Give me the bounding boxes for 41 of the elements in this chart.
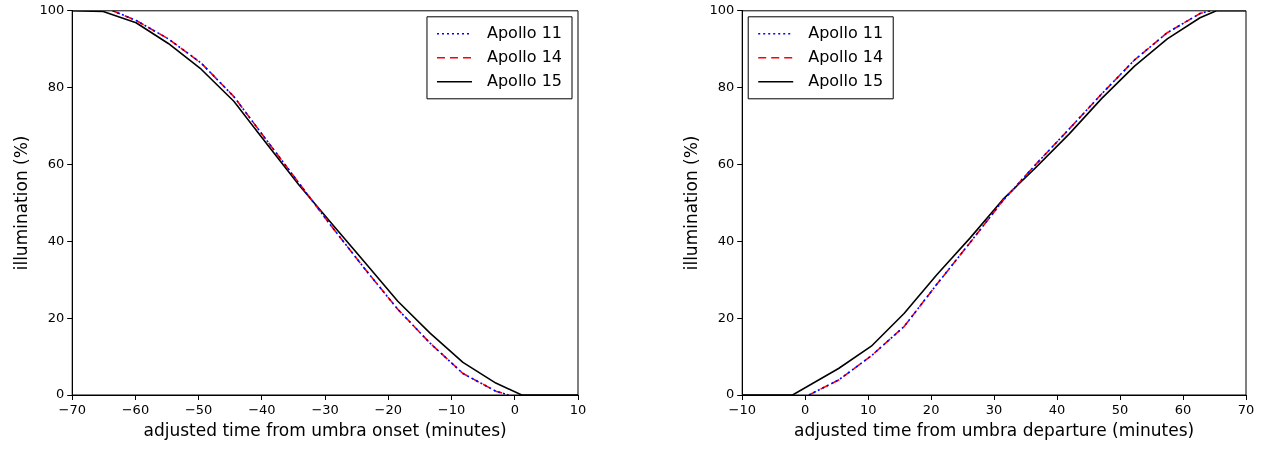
y-tick-label: 40 — [47, 232, 65, 248]
x-tick-label: 40 — [1048, 402, 1066, 418]
x-tick-label: 50 — [1111, 402, 1129, 418]
x-tick-label: 70 — [1237, 402, 1255, 418]
x-tick-label: −50 — [184, 402, 213, 418]
legend-label: Apollo 15 — [486, 70, 562, 90]
x-tick-label: −20 — [374, 402, 403, 418]
y-tick-label: 80 — [47, 79, 65, 95]
x-axis-title: adjusted time from umbra onset (minutes) — [143, 420, 507, 441]
x-tick-label: 10 — [569, 402, 587, 418]
y-tick-label: 80 — [717, 79, 735, 95]
y-axis-title: illumination (%) — [10, 135, 31, 271]
x-tick-label: −10 — [728, 402, 756, 418]
x-tick-label: −60 — [121, 402, 150, 418]
y-tick-label: 100 — [39, 2, 65, 18]
x-tick-label: −10 — [437, 402, 466, 418]
x-tick-label: −40 — [248, 402, 276, 418]
y-tick-label: 0 — [55, 386, 65, 402]
x-axis-title: adjusted time from umbra departure (minutes) — [794, 420, 1195, 441]
legend-label: Apollo 14 — [486, 46, 562, 66]
legend-label: Apollo 11 — [486, 22, 562, 42]
x-tick-label: 30 — [985, 402, 1003, 418]
x-tick-label: 0 — [510, 402, 519, 418]
y-tick-label: 40 — [717, 232, 735, 248]
y-tick-label: 60 — [717, 155, 735, 171]
x-tick-label: 60 — [1174, 402, 1192, 418]
x-tick-label: −70 — [58, 402, 86, 418]
legend-label: Apollo 14 — [808, 46, 884, 66]
y-tick-label: 20 — [717, 309, 735, 325]
x-tick-label: −30 — [311, 402, 339, 418]
x-tick-label: 0 — [801, 402, 810, 418]
line-series — [808, 10, 1211, 395]
x-tick-label: 10 — [859, 402, 877, 418]
y-tick-label: 60 — [47, 155, 65, 171]
legend-label: Apollo 15 — [808, 70, 884, 90]
y-tick-label: 0 — [725, 386, 735, 402]
y-axis-title: illumination (%) — [680, 135, 701, 271]
x-tick-label: 20 — [922, 402, 940, 418]
y-tick-label: 20 — [47, 309, 65, 325]
legend-label: Apollo 11 — [808, 22, 884, 42]
y-tick-label: 100 — [709, 2, 735, 18]
